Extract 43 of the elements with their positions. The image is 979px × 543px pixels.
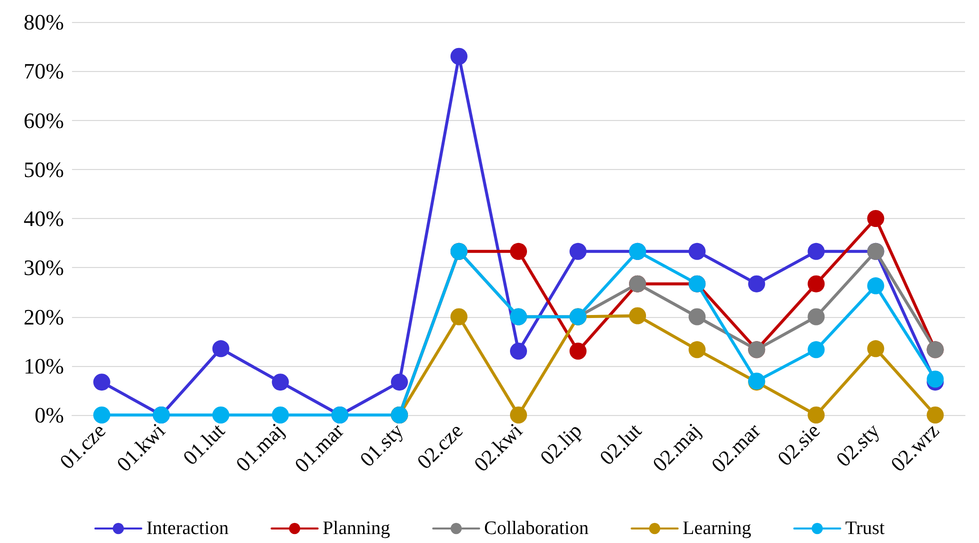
point xyxy=(450,308,468,326)
point xyxy=(808,242,825,260)
point xyxy=(629,307,646,324)
legend-label: Collaboration xyxy=(484,518,590,539)
point xyxy=(510,342,527,360)
y-tick-label: 60% xyxy=(24,108,64,133)
point xyxy=(808,406,825,424)
legend-label: Trust xyxy=(845,518,886,539)
point xyxy=(390,374,408,391)
point xyxy=(688,308,706,326)
legend-label: Planning xyxy=(322,518,391,539)
point xyxy=(808,275,825,292)
legend-label: Interaction xyxy=(146,518,230,539)
point xyxy=(272,406,289,424)
point xyxy=(93,406,110,424)
y-tick-label: 80% xyxy=(24,10,64,34)
point xyxy=(926,370,944,388)
y-tick-label: 50% xyxy=(24,156,64,182)
point xyxy=(688,341,706,358)
point xyxy=(272,374,289,391)
y-tick-label: 70% xyxy=(24,58,64,84)
point xyxy=(570,342,587,360)
y-tick-label: 10% xyxy=(24,353,64,378)
point xyxy=(450,48,468,65)
point xyxy=(808,341,825,358)
point xyxy=(510,242,527,260)
point xyxy=(510,406,527,424)
point xyxy=(867,277,884,294)
point xyxy=(570,242,587,260)
point xyxy=(808,308,825,326)
point xyxy=(212,340,230,358)
y-tick-label: 20% xyxy=(24,304,64,330)
y-tick-label: 30% xyxy=(24,255,64,280)
point xyxy=(867,340,884,358)
y-tick-label: 0% xyxy=(34,402,64,428)
point xyxy=(688,242,706,260)
point xyxy=(212,406,230,424)
point xyxy=(867,210,884,227)
legend-label: Learning xyxy=(682,518,752,539)
point xyxy=(93,374,110,391)
point xyxy=(926,406,944,424)
point xyxy=(748,275,766,292)
y-tick-label: 40% xyxy=(24,206,64,231)
